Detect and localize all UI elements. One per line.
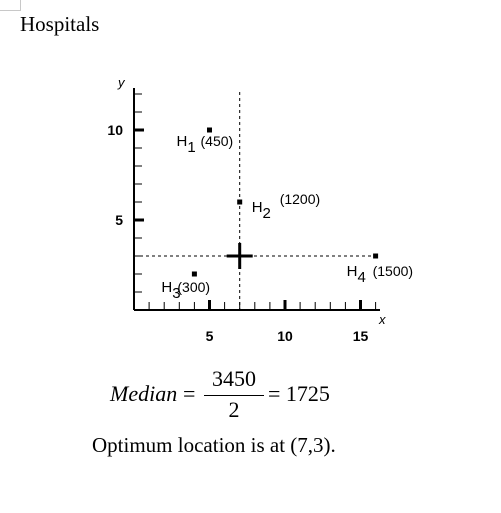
hospital-label: H4 <box>347 263 366 286</box>
fraction-bar <box>204 395 264 396</box>
hospital-weight: (1500) <box>373 263 413 279</box>
hospital-point <box>373 253 379 259</box>
hospital-point <box>237 199 243 205</box>
hospital-weight: (1200) <box>280 191 320 207</box>
y-tick-label: 5 <box>115 212 123 228</box>
hospital-point <box>191 271 197 277</box>
x-tick-label: 10 <box>277 328 293 344</box>
hospital-weight: (450) <box>201 133 234 149</box>
hospital-label: H1 <box>177 133 196 156</box>
optimum-location-statement: Optimum location is at (7,3). <box>92 433 336 457</box>
median-denominator: 2 <box>228 397 240 422</box>
x-tick-label: 5 <box>206 328 214 344</box>
hospital-weight: (300) <box>177 279 210 295</box>
hospital-label: H2 <box>252 199 271 222</box>
median-result-value: 1725 <box>285 381 330 406</box>
equals-sign: = <box>183 381 196 406</box>
median-equation: Median = 3450 2 = 1725 <box>108 366 368 426</box>
x-axis-label: x <box>378 312 386 327</box>
median-result: = 1725 <box>268 381 330 406</box>
y-axis-label: y <box>117 75 126 90</box>
x-tick-label: 15 <box>353 328 369 344</box>
median-numerator: 3450 <box>212 366 256 391</box>
hospital-point <box>207 127 212 133</box>
y-tick-label: 10 <box>107 122 123 138</box>
median-label: Median <box>110 381 178 406</box>
page-heading: Hospitals <box>20 12 100 36</box>
page-corner-mark <box>0 0 21 11</box>
hospital-label: H3 <box>161 279 180 302</box>
